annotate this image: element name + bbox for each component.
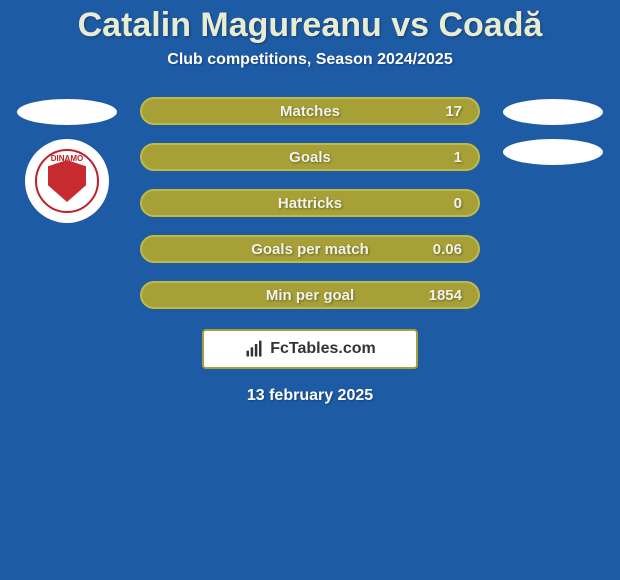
stat-label: Goals	[289, 149, 331, 166]
stat-value: 0	[454, 195, 462, 212]
stat-row-min-per-goal: Min per goal 1854	[140, 281, 480, 309]
club-logo-text: DINAMO	[51, 155, 83, 163]
main-row: DINAMO Matches 17 Goals 1 Hattricks 0 Go…	[0, 97, 620, 309]
bar-chart-icon	[244, 339, 264, 359]
club-logo-inner: DINAMO	[35, 149, 99, 213]
left-player-column: DINAMO	[12, 97, 122, 223]
stat-value: 17	[445, 103, 462, 120]
stat-label: Goals per match	[251, 241, 369, 258]
right-player-column	[498, 97, 608, 165]
left-ellipse-placeholder	[17, 99, 117, 125]
right-ellipse-placeholder-1	[503, 99, 603, 125]
subtitle: Club competitions, Season 2024/2025	[0, 51, 620, 69]
stat-row-goals: Goals 1	[140, 143, 480, 171]
right-ellipse-placeholder-2	[503, 139, 603, 165]
site-badge[interactable]: FcTables.com	[202, 329, 418, 369]
stat-value: 0.06	[433, 241, 462, 258]
infographic-container: Catalin Magureanu vs Coadă Club competit…	[0, 0, 620, 580]
stat-row-goals-per-match: Goals per match 0.06	[140, 235, 480, 263]
stats-list: Matches 17 Goals 1 Hattricks 0 Goals per…	[140, 97, 480, 309]
stat-value: 1854	[429, 287, 462, 304]
shield-icon	[48, 160, 86, 202]
stat-row-matches: Matches 17	[140, 97, 480, 125]
stat-row-hattricks: Hattricks 0	[140, 189, 480, 217]
stat-label: Hattricks	[278, 195, 342, 212]
page-title: Catalin Magureanu vs Coadă	[0, 6, 620, 45]
left-club-logo: DINAMO	[25, 139, 109, 223]
date-text: 13 february 2025	[0, 387, 620, 405]
stat-label: Min per goal	[266, 287, 354, 304]
stat-label: Matches	[280, 103, 340, 120]
site-badge-text: FcTables.com	[270, 340, 376, 358]
stat-value: 1	[454, 149, 462, 166]
